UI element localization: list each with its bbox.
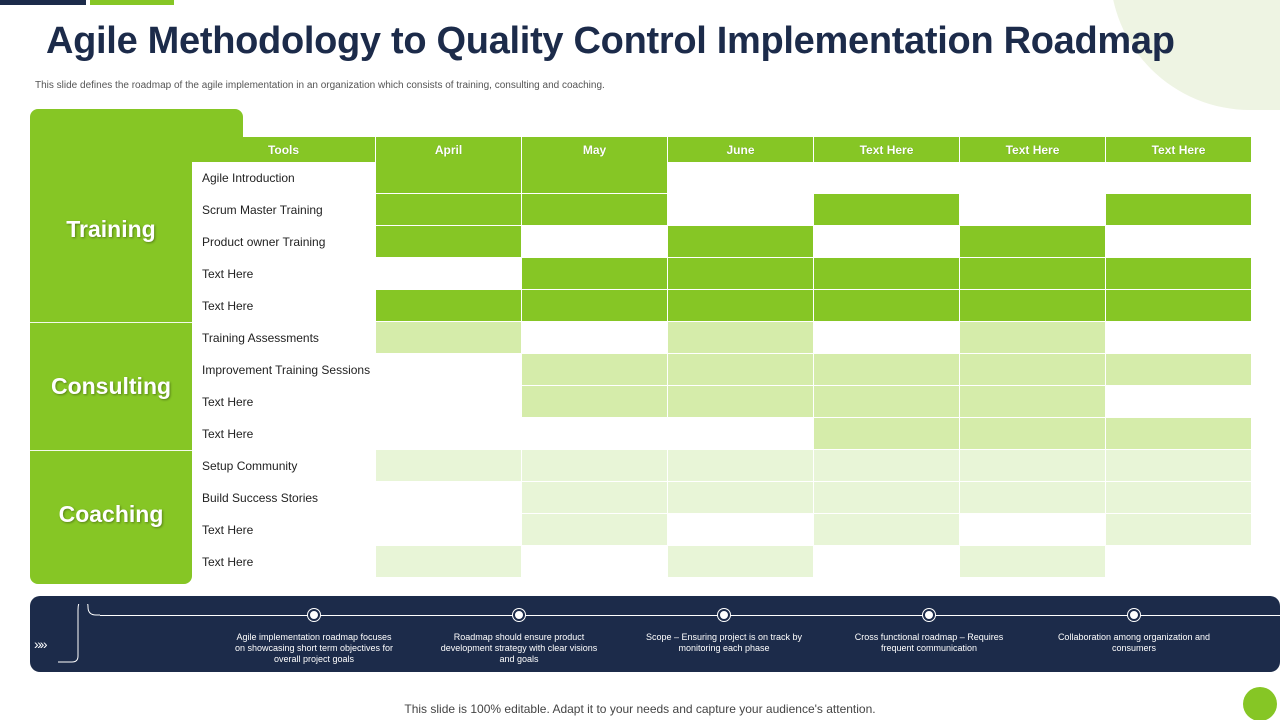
category-label: Training: [66, 216, 156, 242]
schedule-cell: [376, 290, 522, 322]
schedule-cell: [960, 322, 1106, 354]
timeline-dot: [1128, 609, 1140, 621]
category-panel-tab: [160, 109, 243, 137]
footer-note: This slide is 100% editable. Adapt it to…: [404, 702, 876, 716]
schedule-cell: [960, 450, 1106, 482]
slide-title: Agile Methodology to Quality Control Imp…: [46, 20, 1175, 62]
schedule-cell: [522, 258, 668, 290]
table-header-cell: May: [522, 137, 668, 162]
timeline-step-text: Scope – Ensuring project is on track by …: [645, 632, 803, 653]
table-header-cell: Text Here: [814, 137, 960, 162]
schedule-cell: [960, 258, 1106, 290]
schedule-cell: [668, 482, 814, 514]
timeline-hook-line: [58, 604, 100, 663]
category-divider: [30, 322, 192, 323]
schedule-cell: [376, 226, 522, 258]
task-label: Text Here: [202, 555, 254, 569]
category-label: Coaching: [58, 500, 164, 527]
task-label: Text Here: [202, 523, 254, 537]
schedule-cell: [522, 290, 668, 322]
schedule-cell: [376, 194, 522, 226]
schedule-cell: [522, 514, 668, 546]
schedule-cell: [960, 386, 1106, 418]
category-panel: [30, 109, 192, 584]
timeline-line: [100, 615, 1280, 616]
slide-subtitle: This slide defines the roadmap of the ag…: [35, 80, 605, 91]
timeline-dot: [718, 609, 730, 621]
schedule-cell: [522, 482, 668, 514]
schedule-cell: [1106, 194, 1252, 226]
schedule-cell: [668, 322, 814, 354]
task-label: Text Here: [202, 267, 254, 281]
schedule-cell: [814, 354, 960, 386]
schedule-cell: [1106, 418, 1252, 450]
schedule-cell: [960, 354, 1106, 386]
table-header-cell: April: [376, 137, 522, 162]
timeline-dot: [308, 609, 320, 621]
task-label: Agile Introduction: [202, 171, 295, 185]
task-label: Setup Community: [202, 459, 298, 473]
schedule-cell: [522, 194, 668, 226]
table-header-cell: Text Here: [960, 137, 1106, 162]
timeline-step-text: Agile implementation roadmap focuses on …: [234, 632, 394, 664]
table-header-cell: June: [668, 137, 814, 162]
schedule-cell: [522, 450, 668, 482]
schedule-cell: [668, 258, 814, 290]
timeline-dot: [923, 609, 935, 621]
schedule-cell: [522, 354, 668, 386]
task-label: Text Here: [202, 299, 254, 313]
task-label: Build Success Stories: [202, 491, 319, 505]
schedule-cell: [668, 226, 814, 258]
schedule-cell: [814, 514, 960, 546]
schedule-cell: [376, 162, 522, 194]
schedule-cell: [668, 290, 814, 322]
schedule-cell: [522, 386, 668, 418]
schedule-cell: [522, 162, 668, 194]
schedule-cell: [668, 450, 814, 482]
schedule-cell: [814, 194, 960, 226]
schedule-cell: [814, 450, 960, 482]
task-label: Text Here: [202, 395, 254, 409]
schedule-cell: [814, 418, 960, 450]
schedule-cell: [814, 290, 960, 322]
top-accent-bar-green: [90, 0, 174, 5]
category-divider: [30, 450, 192, 451]
schedule-cell: [960, 226, 1106, 258]
timeline-step-text: Collaboration among organization and con…: [1057, 632, 1211, 653]
schedule-cell: [1106, 450, 1252, 482]
schedule-cell: [960, 290, 1106, 322]
schedule-cell: [376, 546, 522, 578]
task-label: Improvement Training Sessions: [202, 363, 371, 377]
task-label: Scrum Master Training: [202, 203, 323, 217]
schedule-cell: [960, 418, 1106, 450]
task-label: Training Assessments: [202, 331, 319, 345]
schedule-cell: [376, 322, 522, 354]
schedule-cell: [814, 482, 960, 514]
decorative-green-circle: [1243, 687, 1277, 720]
table-header-cell: Text Here: [1106, 137, 1252, 162]
schedule-cell: [814, 258, 960, 290]
task-label: Product owner Training: [202, 235, 326, 249]
category-label: Consulting: [50, 372, 172, 399]
schedule-cell: [1106, 482, 1252, 514]
schedule-cell: [668, 546, 814, 578]
schedule-cell: [1106, 354, 1252, 386]
timeline-arrows-icon: »»: [34, 636, 48, 652]
schedule-cell: [1106, 514, 1252, 546]
task-label: Text Here: [202, 427, 254, 441]
schedule-cell: [960, 482, 1106, 514]
schedule-cell: [668, 354, 814, 386]
timeline-step-text: Roadmap should ensure product developmen…: [440, 632, 598, 664]
timeline-step-text: Cross functional roadmap – Requires freq…: [854, 632, 1004, 653]
schedule-cell: [376, 450, 522, 482]
top-accent-bar-dark: [0, 0, 86, 5]
schedule-cell: [1106, 290, 1252, 322]
schedule-cell: [814, 386, 960, 418]
timeline-band: [30, 596, 1280, 672]
timeline-dot: [513, 609, 525, 621]
table-header-cell: Tools: [192, 137, 376, 162]
schedule-cell: [960, 546, 1106, 578]
schedule-cell: [668, 386, 814, 418]
schedule-cell: [1106, 258, 1252, 290]
